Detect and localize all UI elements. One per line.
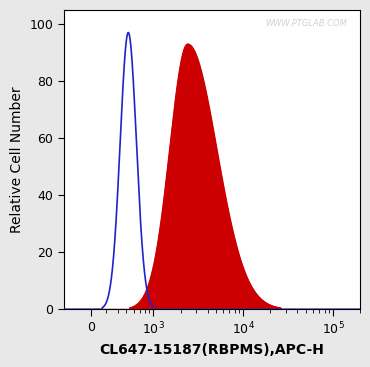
- Text: WWW.PTGLAB.COM: WWW.PTGLAB.COM: [265, 19, 347, 28]
- Y-axis label: Relative Cell Number: Relative Cell Number: [10, 86, 24, 233]
- X-axis label: CL647-15187(RBPMS),APC-H: CL647-15187(RBPMS),APC-H: [100, 343, 324, 357]
